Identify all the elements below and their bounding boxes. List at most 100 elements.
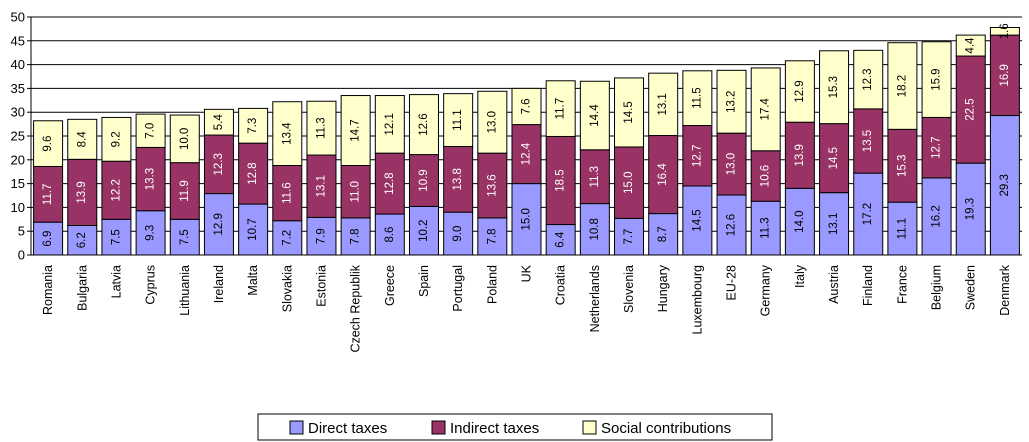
data-label-indirect-taxes: 12.4 (521, 142, 533, 165)
bar-stacks (33, 26, 1020, 256)
x-category-label: Croatia (554, 265, 568, 305)
bar-segment-indirect-taxes (955, 55, 986, 164)
bar-segment-direct-taxes (272, 220, 303, 256)
x-category-label: Lithuania (178, 265, 192, 316)
x-axis-category-labels: Romania Bulgaria Latvia Cyprus Lithuania Irel… (41, 264, 1012, 352)
bar-segment-social-contributions (716, 69, 747, 134)
bar-segment-indirect-taxes (579, 149, 610, 205)
y-tick-label: 45 (11, 33, 25, 48)
data-label-indirect-taxes: 15.3 (896, 155, 908, 177)
legend-swatch-direct-taxes (289, 420, 304, 435)
bar-segment-direct-taxes (306, 216, 337, 256)
data-label-direct-taxes: 6.2 (76, 232, 88, 248)
bar-segment-social-contributions (67, 118, 98, 160)
data-label-indirect-taxes: 11.7 (42, 184, 54, 206)
bar-segment-indirect-taxes (853, 108, 884, 174)
data-label-direct-taxes: 11.1 (896, 218, 908, 240)
y-tick-label: 10 (11, 200, 25, 215)
data-label-indirect-taxes: 16.4 (657, 163, 669, 186)
x-category-label: Hungary (656, 264, 670, 312)
legend-label-direct-taxes: Direct taxes (308, 420, 387, 437)
data-label-social-contributions: 13.2 (726, 91, 738, 113)
x-category-label: France (895, 265, 909, 304)
data-label-social-contributions: 12.6 (418, 113, 430, 135)
data-label-direct-taxes: 7.7 (623, 229, 635, 245)
bar-segment-direct-taxes (443, 211, 474, 256)
legend-swatch-social-contributions (582, 420, 597, 435)
data-label-social-contributions: 12.3 (862, 68, 874, 90)
bar-segment-social-contributions (169, 114, 200, 164)
data-label-direct-taxes: 7.9 (315, 228, 327, 244)
legend-label-social-contributions: Social contributions (601, 420, 731, 437)
bar-segment-direct-taxes (340, 217, 371, 256)
data-label-direct-taxes: 7.2 (281, 230, 293, 246)
data-label-social-contributions: 1.6 (999, 23, 1011, 39)
data-label-indirect-taxes: 13.9 (794, 144, 806, 166)
data-label-social-contributions: 10.0 (179, 128, 191, 150)
data-label-direct-taxes: 7.8 (486, 228, 498, 244)
bar-segment-direct-taxes (716, 194, 747, 256)
bar-segment-direct-taxes (545, 224, 576, 256)
bar-segment-direct-taxes (579, 203, 610, 256)
data-label-direct-taxes: 10.7 (247, 218, 259, 240)
x-category-label: Greece (383, 265, 397, 306)
bar-segment-social-contributions (272, 101, 303, 167)
data-label-indirect-taxes: 16.9 (999, 64, 1011, 86)
data-label-direct-taxes: 8.7 (657, 226, 669, 242)
x-category-label: Estonia (314, 265, 328, 307)
bar-segment-indirect-taxes (819, 123, 850, 194)
x-category-label: Slovenia (622, 265, 636, 313)
data-label-direct-taxes: 14.5 (691, 209, 703, 231)
data-label-indirect-taxes: 13.8 (452, 168, 464, 190)
bar-segment-social-contributions (614, 77, 645, 148)
data-label-social-contributions: 7.3 (247, 118, 259, 134)
x-category-label: Spain (417, 265, 431, 297)
y-tick-label: 15 (11, 176, 25, 191)
data-label-indirect-taxes: 15.0 (623, 171, 635, 193)
data-label-social-contributions: 8.4 (76, 131, 88, 148)
bar-segment-indirect-taxes (67, 158, 98, 226)
data-label-indirect-taxes: 13.9 (76, 181, 88, 203)
bar-segment-indirect-taxes (750, 150, 781, 202)
data-label-social-contributions: 5.4 (213, 114, 225, 131)
bar-segment-direct-taxes (101, 218, 132, 256)
bar-segment-social-contributions (33, 120, 64, 167)
data-label-indirect-taxes: 13.1 (315, 175, 327, 197)
data-label-social-contributions: 13.0 (486, 111, 498, 133)
data-label-indirect-taxes: 13.5 (862, 130, 874, 152)
bar-segment-social-contributions (648, 72, 679, 137)
data-label-indirect-taxes: 13.3 (145, 168, 157, 190)
data-label-indirect-taxes: 22.5 (965, 98, 977, 120)
data-label-direct-taxes: 9.0 (452, 226, 464, 242)
y-tick-label: 25 (11, 129, 25, 144)
x-category-label: Belgium (930, 265, 944, 310)
x-category-label: Luxembourg (690, 265, 704, 335)
data-label-indirect-taxes: 12.8 (384, 172, 396, 194)
bar-segment-indirect-taxes (648, 135, 679, 215)
data-label-indirect-taxes: 12.7 (931, 136, 943, 158)
bar-segment-social-contributions (819, 50, 850, 125)
bar-segment-indirect-taxes (340, 165, 371, 219)
data-label-social-contributions: 14.7 (350, 119, 362, 141)
y-tick-label: 20 (11, 152, 25, 167)
data-label-direct-taxes: 17.2 (862, 203, 874, 225)
x-category-label: Austria (827, 265, 841, 304)
data-label-indirect-taxes: 12.2 (110, 179, 122, 201)
data-label-direct-taxes: 8.6 (384, 227, 396, 243)
data-label-social-contributions: 13.1 (657, 93, 669, 115)
bar-segment-social-contributions (374, 95, 405, 154)
data-label-indirect-taxes: 11.6 (281, 182, 293, 204)
bar-segment-indirect-taxes (306, 154, 337, 218)
legend: Direct taxes Indirect taxes Social contr… (257, 413, 773, 441)
bar-segment-direct-taxes (614, 217, 645, 256)
y-tick-label: 50 (11, 10, 25, 25)
legend-swatch-indirect-taxes (431, 420, 446, 435)
data-label-social-contributions: 7.6 (521, 98, 533, 114)
data-label-social-contributions: 11.3 (315, 117, 327, 139)
data-label-social-contributions: 11.7 (555, 98, 567, 120)
data-label-direct-taxes: 12.9 (213, 213, 225, 235)
y-tick-label: 5 (18, 224, 25, 239)
data-label-indirect-taxes: 10.6 (760, 165, 772, 187)
data-label-direct-taxes: 19.3 (965, 198, 977, 220)
